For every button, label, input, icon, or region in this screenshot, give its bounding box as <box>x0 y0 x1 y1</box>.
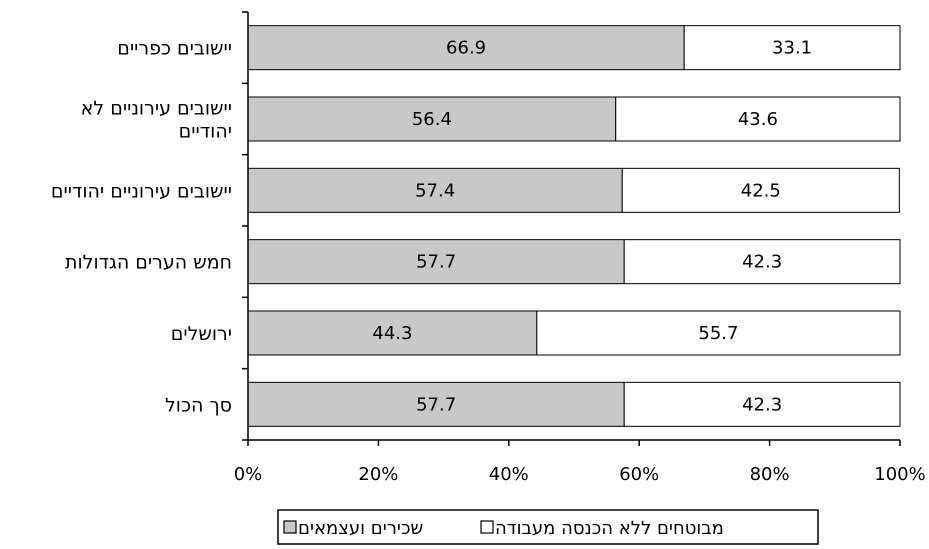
category-label-0-line-0: יישובים כפריים <box>117 38 232 60</box>
data-label-s0-c2: 57.4 <box>415 180 455 201</box>
legend-swatch-0 <box>283 520 297 534</box>
bar-segment-s0-c3 <box>247 239 625 285</box>
bar-segment-s0-c1 <box>247 96 617 142</box>
bar-segment-s1-c3 <box>623 239 901 285</box>
legend-label-0: שכירים ועצמאים <box>298 518 423 539</box>
category-label-3-line-0: חמש הערים הגדולות <box>65 252 232 274</box>
data-label-s0-c1: 56.4 <box>412 109 452 130</box>
category-label-5-line-0: סך הכול <box>165 394 232 416</box>
bar-segment-s1-c4 <box>536 310 901 356</box>
data-label-s0-c0: 66.9 <box>446 38 486 59</box>
legend: שכירים ועצמאים מבוטחים ללא הכנסה מעבודה <box>277 509 819 545</box>
data-label-s1-c4: 55.7 <box>698 323 738 344</box>
data-label-s1-c2: 42.5 <box>741 180 781 201</box>
legend-label-1: מבוטחים ללא הכנסה מעבודה <box>495 518 724 539</box>
x-tick-label-4: 80% <box>750 464 790 485</box>
bar-segment-s1-c0 <box>683 25 901 71</box>
x-tick-label-2: 40% <box>489 464 529 485</box>
data-label-s1-c1: 43.6 <box>738 109 778 130</box>
labels-layer: 66.9 33.1 יישובים כפריים 56.4 43.6 יישובים עי… <box>51 38 812 417</box>
x-tick-label-5: 100% <box>874 464 925 485</box>
x-tick-label-3: 60% <box>619 464 659 485</box>
data-label-s0-c4: 44.3 <box>372 323 412 344</box>
category-label-1-line-1: יהודיים <box>179 121 232 143</box>
x-tick-label-0: 0% <box>234 464 263 485</box>
bars-layer <box>247 25 901 427</box>
data-label-s0-c3: 57.7 <box>416 252 456 273</box>
bar-segment-s0-c2 <box>247 167 623 213</box>
legend-box <box>277 509 819 545</box>
legend-swatch-1 <box>480 520 494 534</box>
data-label-s1-c0: 33.1 <box>772 38 812 59</box>
bar-segment-s1-c5 <box>623 381 901 427</box>
category-label-4-line-0: ירושלים <box>171 323 232 345</box>
axis-layer: 0% 20% 40% 60% 80% 100% <box>234 11 926 485</box>
bar-segment-s0-c0 <box>247 25 685 71</box>
category-label-1-line-0: יישובים עירוניים לא <box>81 98 232 120</box>
x-tick-label-1: 20% <box>358 464 398 485</box>
data-label-s1-c5: 42.3 <box>742 394 782 415</box>
data-label-s1-c3: 42.3 <box>742 252 782 273</box>
data-label-s0-c5: 57.7 <box>416 394 456 415</box>
bar-segment-s1-c2 <box>621 167 900 213</box>
bar-segment-s1-c1 <box>615 96 901 142</box>
category-label-2-line-0: יישובים עירוניים יהודיים <box>51 180 232 202</box>
